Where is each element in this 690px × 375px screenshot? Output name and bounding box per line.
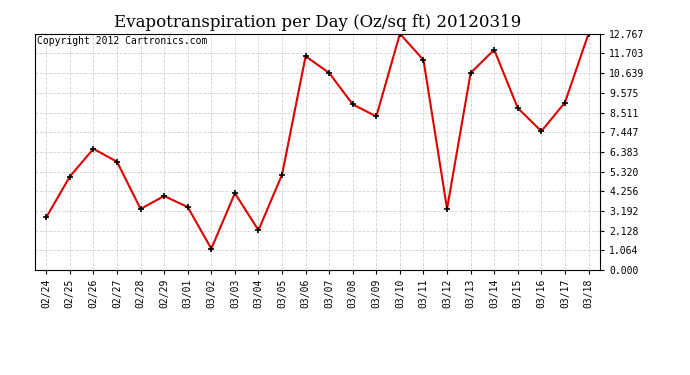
Title: Evapotranspiration per Day (Oz/sq ft) 20120319: Evapotranspiration per Day (Oz/sq ft) 20… [114,14,521,31]
Text: Copyright 2012 Cartronics.com: Copyright 2012 Cartronics.com [37,36,208,46]
